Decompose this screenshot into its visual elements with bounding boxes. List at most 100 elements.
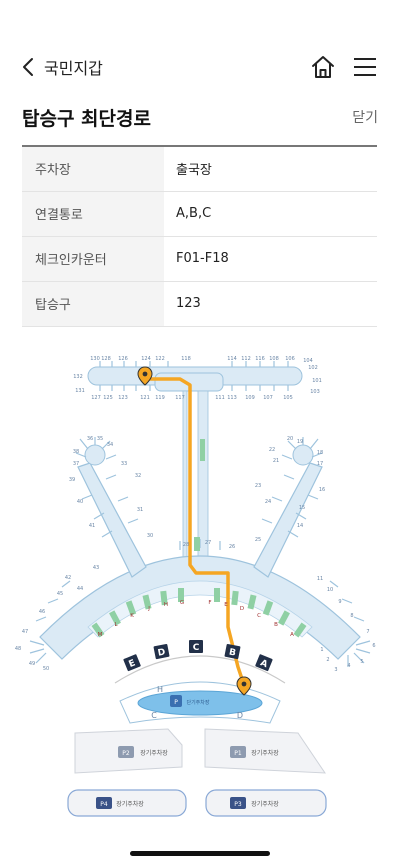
gate-label: 33	[121, 461, 127, 467]
checkin-row-label: E	[224, 602, 228, 608]
checkin-row-label: D	[240, 606, 244, 612]
parking-badge: P2	[122, 750, 130, 757]
destination-pin	[236, 676, 252, 696]
back-button[interactable]: 국민지갑	[22, 54, 112, 80]
row-label: 체크인카운터	[22, 236, 164, 281]
gate-label: 7	[366, 629, 369, 635]
gate-label: 10	[327, 587, 333, 593]
parking-label: 단기주차장	[186, 699, 209, 706]
gate-label: 127	[91, 395, 101, 401]
home-button[interactable]	[309, 53, 337, 81]
terminal-shapes	[29, 361, 371, 817]
checkin-row-label: B	[274, 622, 278, 628]
gate-label: 34	[107, 442, 113, 448]
gate-label: 122	[155, 356, 165, 362]
back-label: 국민지갑	[44, 59, 103, 78]
gate-label: 2	[326, 657, 329, 663]
airport-route-map[interactable]: 130 128 126 124 122 118 114 112 116 108 106 127 125 1…	[0, 345, 400, 825]
area-label: D	[237, 711, 243, 720]
start-pin	[137, 366, 153, 386]
gate-label: 111	[215, 395, 225, 401]
page-title: 탑승구 최단경로	[22, 108, 151, 130]
gate-label: 102	[308, 365, 318, 371]
gate-label: 28	[183, 542, 189, 548]
gate-label: 21	[273, 458, 279, 464]
checkin-row-label: F	[208, 600, 211, 606]
parking-badge: P1	[234, 750, 242, 757]
gate-label: 130	[90, 356, 100, 362]
counter-label: E	[128, 658, 137, 670]
parking-label: 장기주차장	[140, 749, 168, 757]
home-indicator	[130, 851, 270, 856]
gate-label: 6	[372, 643, 375, 649]
gate-label: 101	[312, 378, 322, 384]
gate-label: 18	[317, 450, 323, 456]
gate-label: 24	[265, 499, 271, 505]
gate-label: 117	[175, 395, 185, 401]
gate-label: 40	[77, 499, 83, 505]
checkin-row-label: C	[257, 613, 261, 619]
menu-button[interactable]	[352, 55, 378, 79]
chevron-left-icon	[23, 58, 33, 76]
gate-label: 26	[229, 544, 235, 550]
counter-label: D	[157, 647, 166, 658]
route-info-table: 주차장 출국장 연결통로 A,B,C 체크인카운터 F01-F18 탑승구 12…	[22, 145, 377, 327]
gate-label: 126	[118, 356, 128, 362]
row-value: 출국장	[176, 163, 212, 179]
gate-label: 46	[39, 609, 45, 615]
counter-tag	[153, 644, 170, 660]
gate-label: 116	[255, 356, 265, 362]
gate-label: 37	[73, 461, 79, 467]
table-row: 연결통로 A,B,C	[22, 191, 377, 236]
area-label: C	[151, 711, 157, 720]
gate-label: 32	[135, 473, 141, 479]
counter-tag	[123, 654, 141, 672]
checkin-row-label: L	[114, 622, 118, 628]
gate-label: 45	[57, 591, 63, 597]
app-bar: 국민지갑	[0, 44, 400, 90]
gate-label: 25	[255, 537, 261, 543]
row-value: 123	[176, 296, 201, 311]
gate-label: 17	[317, 461, 323, 467]
parking-badge: P4	[100, 801, 108, 808]
gate-label: 9	[338, 599, 341, 605]
gate-label: 15	[299, 505, 305, 511]
gate-label: 44	[77, 586, 83, 592]
table-row: 주차장 출국장	[22, 146, 377, 191]
gate-label: 19	[297, 439, 303, 445]
gate-label: 39	[69, 477, 75, 483]
gate-label: 3	[334, 667, 337, 673]
gate-label: 128	[101, 356, 111, 362]
gate-label: 123	[118, 395, 128, 401]
gate-label: 27	[205, 540, 211, 546]
checkin-row-label: G	[180, 600, 184, 606]
gate-label: 103	[310, 389, 320, 395]
counter-tag	[224, 644, 241, 660]
gate-label: 125	[103, 395, 113, 401]
table-row: 탑승구 123	[22, 281, 377, 326]
checkin-row-label: H	[164, 602, 168, 608]
gate-label: 109	[245, 395, 255, 401]
gate-label: 112	[241, 356, 251, 362]
gate-label: 16	[319, 487, 325, 493]
gate-label: 50	[43, 666, 49, 672]
gate-label: 4	[347, 663, 350, 669]
row-value: F01-F18	[176, 251, 229, 266]
close-button[interactable]: 닫기	[352, 110, 378, 126]
gate-label: 105	[283, 395, 293, 401]
gate-label: 107	[263, 395, 273, 401]
checkin-row-label: M	[98, 632, 103, 638]
gate-label: 124	[141, 356, 151, 362]
row-label: 탑승구	[22, 281, 164, 326]
parking-badge: P3	[234, 801, 242, 808]
row-label: 주차장	[22, 146, 164, 191]
gate-label: 113	[227, 395, 237, 401]
gate-label: 131	[75, 388, 85, 394]
checkin-row-label: A	[290, 632, 294, 638]
gate-label: 121	[140, 395, 150, 401]
gate-label: 104	[303, 358, 313, 364]
row-value: A,B,C	[176, 206, 212, 221]
gate-label: 106	[285, 356, 295, 362]
